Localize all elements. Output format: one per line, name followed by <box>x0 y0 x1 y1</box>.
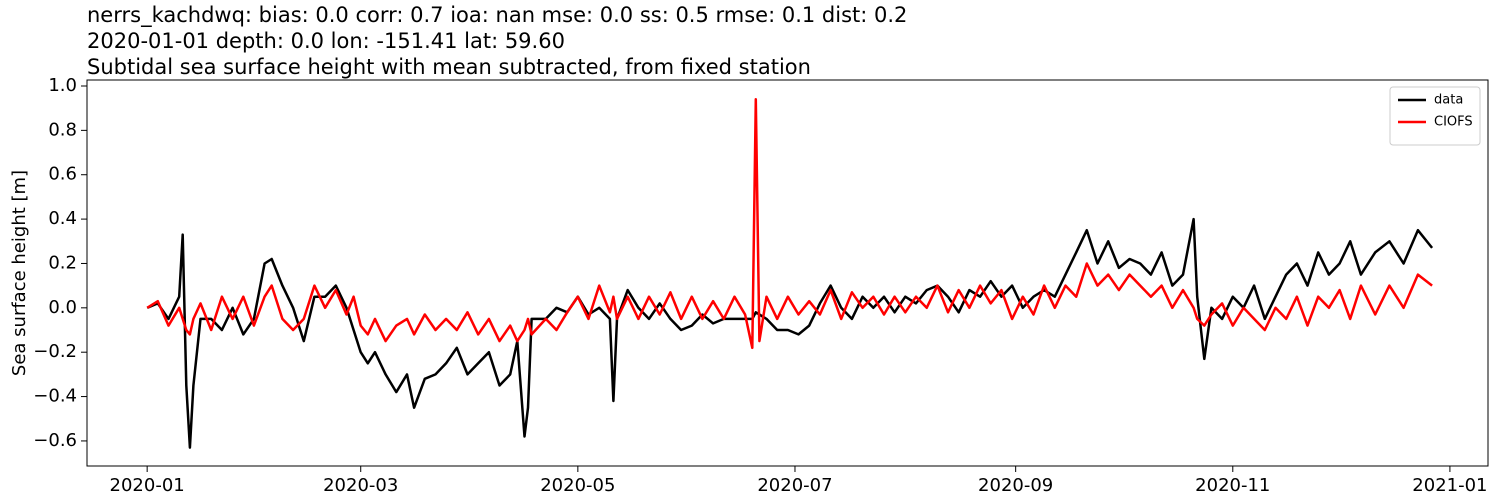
x-tick-label: 2020-09 <box>978 475 1053 496</box>
plot-frame <box>86 79 1489 467</box>
y-tick-label: −0.6 <box>33 430 77 451</box>
chart-title: nerrs_kachdwq: bias: 0.0 corr: 0.7 ioa: … <box>87 3 907 28</box>
x-tick-label: 2020-05 <box>540 475 615 496</box>
y-axis-label: Sea surface height [m] <box>9 170 30 376</box>
chart-title: 2020-01-01 depth: 0.0 lon: -151.41 lat: … <box>87 29 565 53</box>
y-tick-label: 0.2 <box>48 252 77 273</box>
legend-label: CIOFS <box>1434 115 1473 130</box>
data-line <box>146 98 1433 350</box>
data-line <box>146 217 1434 449</box>
y-tick-label: −0.2 <box>33 341 77 362</box>
y-tick-label: 0.4 <box>48 208 77 229</box>
y-tick-label: 1.0 <box>48 75 77 96</box>
x-tick-label: 2021-01 <box>1412 475 1487 496</box>
legend-label: data <box>1434 93 1463 108</box>
x-tick-label: 2020-03 <box>323 475 398 496</box>
chart-title: Subtidal sea surface height with mean su… <box>87 55 811 79</box>
y-tick-label: 0.6 <box>48 164 77 185</box>
x-tick-label: 2020-07 <box>757 475 832 496</box>
legend-box <box>1389 86 1481 146</box>
y-tick-label: −0.4 <box>33 386 77 407</box>
x-tick-label: 2020-01 <box>110 475 185 496</box>
x-tick-label: 2020-11 <box>1195 475 1270 496</box>
y-tick-label: 0.8 <box>48 119 77 140</box>
y-tick-label: 0.0 <box>48 297 77 318</box>
